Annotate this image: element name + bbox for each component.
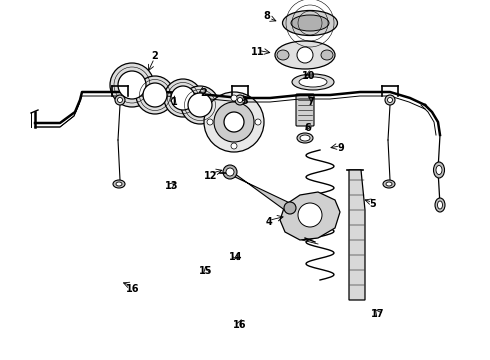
Circle shape: [255, 119, 261, 125]
Text: 2: 2: [200, 88, 207, 98]
Circle shape: [143, 83, 167, 107]
Ellipse shape: [321, 50, 333, 60]
Text: 13: 13: [165, 181, 178, 192]
Circle shape: [188, 93, 212, 117]
Ellipse shape: [386, 182, 392, 186]
Text: 11: 11: [250, 47, 264, 57]
Polygon shape: [349, 170, 365, 300]
Ellipse shape: [438, 201, 442, 209]
Text: 1: 1: [171, 96, 177, 107]
Ellipse shape: [116, 182, 122, 186]
Circle shape: [297, 47, 313, 63]
Circle shape: [226, 168, 234, 176]
Text: 17: 17: [370, 309, 384, 319]
Circle shape: [238, 98, 243, 103]
Circle shape: [284, 202, 296, 214]
Ellipse shape: [292, 74, 334, 90]
Ellipse shape: [113, 180, 125, 188]
Circle shape: [164, 79, 202, 117]
Text: 2: 2: [151, 51, 158, 61]
FancyBboxPatch shape: [296, 94, 314, 126]
Circle shape: [298, 203, 322, 227]
Circle shape: [171, 86, 195, 110]
Circle shape: [118, 71, 146, 99]
Text: 3: 3: [242, 96, 248, 106]
Circle shape: [214, 102, 254, 142]
Circle shape: [110, 63, 154, 107]
Ellipse shape: [300, 135, 310, 141]
Ellipse shape: [283, 10, 338, 36]
Ellipse shape: [275, 41, 335, 69]
Circle shape: [115, 95, 125, 105]
Ellipse shape: [383, 180, 395, 188]
Text: 8: 8: [264, 11, 270, 21]
Circle shape: [181, 86, 219, 124]
Polygon shape: [227, 168, 294, 211]
Circle shape: [118, 98, 122, 103]
Circle shape: [231, 143, 237, 149]
Ellipse shape: [299, 77, 327, 87]
Circle shape: [388, 98, 392, 103]
Ellipse shape: [436, 166, 442, 175]
Polygon shape: [280, 192, 340, 240]
Text: 12: 12: [204, 171, 218, 181]
Text: 4: 4: [265, 217, 272, 228]
Circle shape: [207, 119, 213, 125]
Text: 15: 15: [199, 266, 213, 276]
Circle shape: [231, 95, 237, 101]
Circle shape: [223, 165, 237, 179]
Ellipse shape: [277, 50, 289, 60]
Text: 9: 9: [337, 143, 344, 153]
Ellipse shape: [291, 15, 329, 31]
Text: 7: 7: [308, 96, 315, 107]
Circle shape: [385, 95, 395, 105]
Circle shape: [224, 112, 244, 132]
Text: 16: 16: [125, 284, 139, 294]
Text: 5: 5: [369, 199, 376, 210]
Ellipse shape: [297, 133, 313, 143]
Text: 10: 10: [302, 71, 316, 81]
Circle shape: [136, 76, 174, 114]
Ellipse shape: [435, 198, 445, 212]
Circle shape: [235, 95, 245, 105]
Ellipse shape: [434, 162, 444, 178]
Text: 14: 14: [228, 252, 242, 262]
Circle shape: [204, 92, 264, 152]
Text: 16: 16: [233, 320, 247, 330]
Text: 6: 6: [304, 123, 311, 133]
